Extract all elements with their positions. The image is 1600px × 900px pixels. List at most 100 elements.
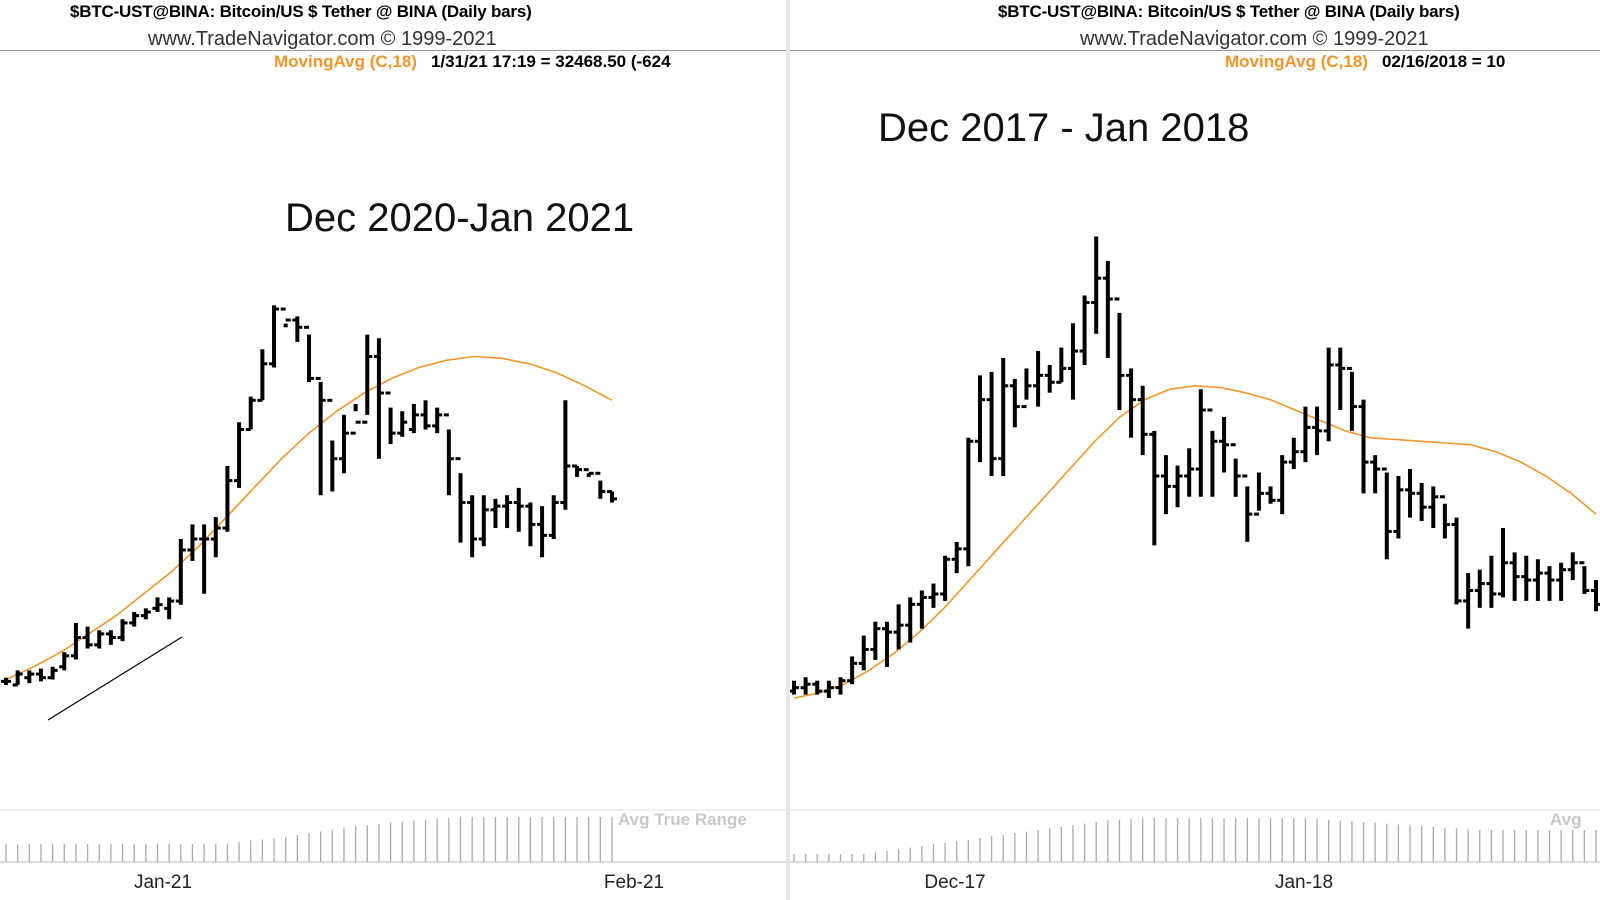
chart-header-copyright: www.TradeNavigator.com © 1999-2021 <box>148 28 497 50</box>
price-bar <box>35 668 46 682</box>
price-bar <box>1509 552 1520 601</box>
price-bar <box>1230 443 1241 497</box>
price-bar <box>373 338 384 459</box>
price-bar <box>1102 260 1113 358</box>
price-bar <box>812 680 823 695</box>
price-bar <box>1451 517 1462 605</box>
price-bar <box>928 583 939 608</box>
price-bar <box>187 524 198 561</box>
price-bar <box>490 498 501 529</box>
price-bar <box>572 464 583 477</box>
price-bar <box>1126 368 1137 438</box>
chart-panel-right: $BTC-UST@BINA: Bitcoin/US $ Tether @ BIN… <box>790 0 1600 900</box>
price-bar <box>385 391 396 445</box>
price-bar <box>790 680 799 695</box>
price-bar <box>951 541 962 574</box>
moving-average-readout: MovingAvg (C,18) 02/16/2018 = 10 <box>1225 52 1505 72</box>
price-bar <box>1288 437 1299 470</box>
price-bar <box>199 524 210 594</box>
moving-average-label: MovingAvg (C,18) <box>1225 52 1368 71</box>
price-bar <box>1009 378 1020 428</box>
price-bar <box>164 597 175 620</box>
price-bar <box>1160 455 1171 515</box>
moving-average-label: MovingAvg (C,18) <box>274 52 417 71</box>
price-bar <box>408 403 419 434</box>
x-tick-label: Dec-17 <box>924 872 986 893</box>
price-bar <box>1067 323 1078 400</box>
price-bar <box>1439 495 1450 539</box>
price-bar <box>1346 366 1357 431</box>
price-bar <box>397 411 408 437</box>
price-bar <box>940 555 951 601</box>
price-bar <box>525 502 536 547</box>
price-bar <box>70 622 81 660</box>
price-bar <box>1044 364 1055 393</box>
price-bar <box>502 495 513 529</box>
price-bar <box>1370 455 1381 494</box>
price-bar <box>455 457 466 543</box>
price-bar <box>245 396 256 431</box>
price-bar <box>117 619 128 642</box>
indicator-label: Avg True Range <box>618 810 747 829</box>
chart-annotation-title: Dec 2017 - Jan 2018 <box>878 106 1250 150</box>
price-bar <box>140 608 151 620</box>
price-bar <box>1393 475 1404 539</box>
price-bar <box>1114 297 1125 411</box>
price-bar <box>870 621 881 660</box>
price-bar <box>1172 465 1183 508</box>
x-tick-label: Jan-21 <box>133 872 193 893</box>
price-bar <box>974 375 985 463</box>
price-bar <box>1381 467 1392 560</box>
price-bar <box>152 597 163 612</box>
chart-header-copyright: www.TradeNavigator.com © 1999-2021 <box>1080 28 1429 50</box>
chart-panel-left: $BTC-UST@BINA: Bitcoin/US $ Tether @ BIN… <box>0 0 790 900</box>
price-bar <box>1579 561 1590 594</box>
price-bar <box>1277 455 1288 515</box>
price-bar <box>269 305 280 368</box>
price-bar <box>1463 573 1474 629</box>
price-bar <box>315 376 326 496</box>
price-bar <box>210 517 221 558</box>
price-bar <box>548 495 559 539</box>
price-bar <box>1591 580 1600 612</box>
price-bar <box>881 621 892 667</box>
price-bar <box>1056 347 1067 384</box>
price-bar <box>1358 399 1369 494</box>
price-bar <box>327 398 338 492</box>
price-bar <box>234 422 245 488</box>
price-bar <box>1207 408 1218 497</box>
trend-line <box>47 636 183 721</box>
price-bar <box>998 358 1009 476</box>
price-bar <box>1335 347 1346 411</box>
x-tick-label: Feb-21 <box>603 872 665 893</box>
price-bar <box>607 490 617 503</box>
price-bar <box>129 612 140 627</box>
price-bar <box>1091 236 1102 334</box>
price-bar <box>847 656 858 685</box>
price-bar <box>175 539 186 605</box>
price-bar <box>1 677 11 685</box>
indicator-label: Avg <box>1550 810 1582 829</box>
price-bar <box>362 334 373 424</box>
price-bar <box>1521 555 1532 601</box>
price-bar <box>1428 486 1439 529</box>
price-bar <box>1195 389 1206 497</box>
price-bar <box>304 325 314 383</box>
price-bar <box>280 307 291 328</box>
price-bar <box>1556 562 1567 601</box>
price-bar <box>1300 406 1311 463</box>
price-bar <box>986 371 997 476</box>
price-bar <box>12 670 23 687</box>
price-bar <box>1498 528 1509 598</box>
moving-average-value: 02/16/2018 = 10 <box>1381 52 1506 71</box>
price-bar <box>222 466 233 532</box>
price-bar <box>1544 566 1555 601</box>
price-bar <box>1033 351 1044 407</box>
price-bar <box>1416 482 1427 522</box>
price-bar <box>1312 406 1323 456</box>
x-tick-label: Jan-18 <box>1274 872 1334 893</box>
price-bar <box>1532 559 1543 601</box>
price-bar <box>513 487 524 532</box>
price-bar <box>420 400 431 430</box>
price-bar <box>1219 416 1230 473</box>
